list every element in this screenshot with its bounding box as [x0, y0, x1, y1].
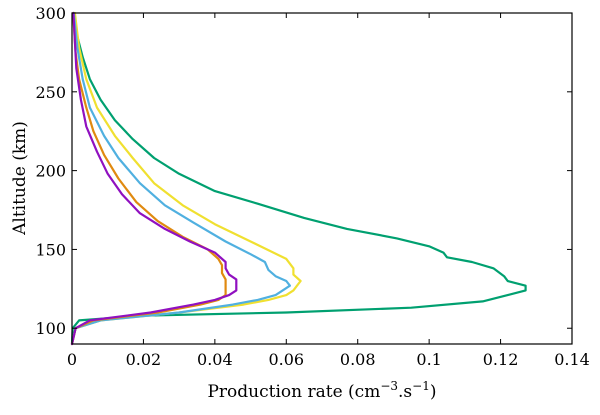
plot-frame — [71, 12, 573, 345]
tick-layer: 0 0.02 0.04 0.06 0.08 0.1 0.12 0.14 100 150 200 250… — [35, 4, 589, 369]
y-tick-label-2: 150 — [35, 240, 66, 259]
y-tick-label-4: 250 — [35, 83, 66, 102]
x-axis-label-sup2: −1 — [412, 379, 430, 393]
x-tick-label-4: 0.06 — [268, 350, 304, 369]
series-layer — [70, 11, 527, 346]
x-axis-label-end: ) — [430, 382, 437, 402]
x-tick-label-7: 0.12 — [483, 350, 519, 369]
x-tick-label-5: 0.08 — [340, 350, 376, 369]
x-tick-label-8: 0.14 — [554, 350, 590, 369]
x-tick-label-1: 0 — [67, 350, 77, 369]
y-tick-label-5: 300 — [35, 4, 66, 23]
y-tick-label-3: 200 — [35, 162, 66, 181]
series-line-1 — [70, 11, 527, 346]
x-axis-label-sup1: −3 — [380, 379, 398, 393]
x-axis-label-mid: .s — [398, 382, 412, 402]
x-axis-label-main: Production rate (cm — [207, 382, 380, 402]
x-tick-label-2: 0.02 — [126, 350, 162, 369]
x-tick-label-3: 0.04 — [197, 350, 233, 369]
series-line-4 — [70, 11, 227, 346]
x-tick-label-6: 0.1 — [416, 350, 441, 369]
y-axis-label: Altitude (km) — [10, 121, 30, 236]
series-line-5 — [70, 11, 238, 346]
series-line-3 — [70, 11, 291, 346]
y-tick-label-1: 100 — [35, 319, 66, 338]
x-axis-label: Production rate (cm−3.s−1) — [207, 379, 436, 402]
